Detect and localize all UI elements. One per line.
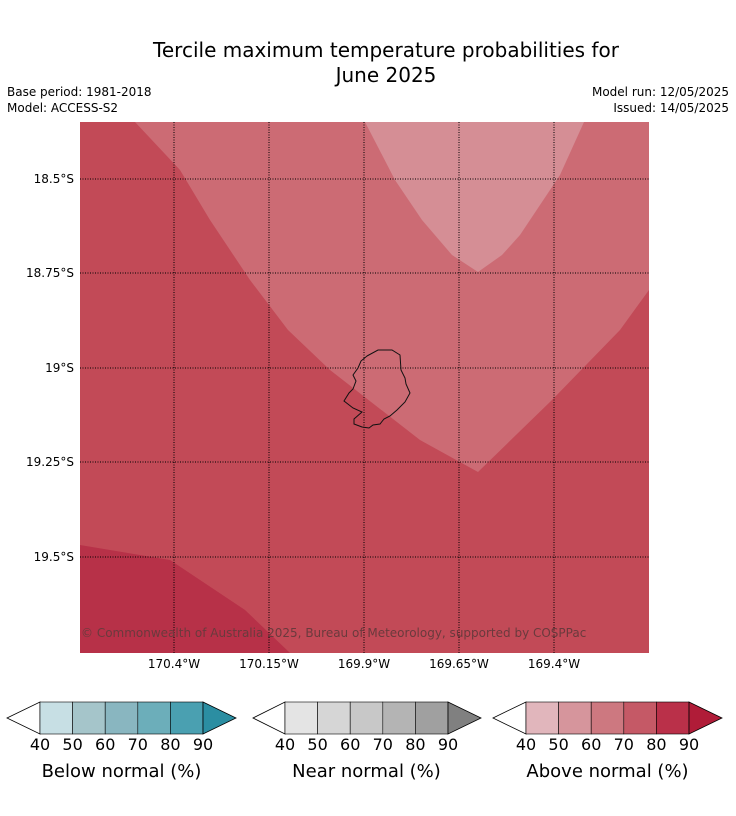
below-normal-color-cell	[170, 701, 204, 735]
above-normal-tick-label: 40	[515, 735, 537, 754]
near-normal-color-cell	[382, 701, 416, 735]
above-normal-color-cell	[590, 701, 625, 735]
near-normal-tick-label: 70	[372, 735, 393, 754]
above-normal-upper-extension	[688, 701, 723, 735]
map-area	[80, 122, 649, 653]
lon-label-170-4: 170.4°W	[147, 657, 201, 671]
above-normal-tick-label: 60	[581, 735, 602, 754]
metadata-right: Model run: 12/05/2025 Issued: 14/05/2025	[592, 84, 729, 116]
below-normal-color-cell	[72, 701, 106, 735]
below-normal-tick-label: 90	[192, 735, 214, 754]
below-normal-color-cell	[137, 701, 171, 735]
near-normal-label: Near normal (%)	[292, 761, 441, 782]
near-normal-tick-label: 60	[340, 735, 361, 754]
lon-label-169-4: 169.4°W	[527, 657, 581, 671]
gridlines	[80, 122, 649, 653]
base-period: Base period: 1981-2018	[7, 85, 152, 99]
near-normal-colorbar	[252, 701, 482, 735]
zone-above-80-90	[80, 545, 290, 653]
near-normal-tick-label: 90	[437, 735, 459, 754]
below-normal-color-cell	[39, 701, 73, 735]
above-normal-color-cell	[525, 701, 559, 735]
near-normal-tick-label: 40	[274, 735, 296, 754]
lat-label-19-5: 19.5°S	[33, 550, 74, 564]
above-normal-color-cell	[656, 701, 690, 735]
lon-label-169-9: 169.9°W	[337, 657, 391, 671]
below-normal-colorbar	[6, 701, 237, 735]
lon-label-169-65: 169.65°W	[429, 657, 489, 671]
above-normal-label: Above normal (%)	[526, 761, 689, 782]
above-normal-tick-label: 70	[613, 735, 634, 754]
zone-above-50-60	[365, 122, 584, 272]
copyright-notice: © Commonwealth of Australia 2025, Bureau…	[81, 626, 587, 640]
lat-label-18-5: 18.5°S	[33, 172, 74, 186]
near-normal-color-cell	[415, 701, 449, 735]
lat-label-18-75: 18.75°S	[26, 266, 74, 280]
above-normal-tick-label: 80	[646, 735, 667, 754]
near-normal-tick-label: 50	[307, 735, 328, 754]
probability-map	[80, 122, 649, 653]
above-normal-tick-label: 50	[548, 735, 569, 754]
title-line-1: Tercile maximum temperature probabilitie…	[153, 38, 619, 62]
lon-label-170-15: 170.15°W	[239, 657, 299, 671]
above-normal-color-cell	[623, 701, 657, 735]
below-normal-tick-label: 50	[62, 735, 83, 754]
chart-title: Tercile maximum temperature probabilitie…	[0, 38, 736, 88]
model-run: Model run: 12/05/2025	[591, 85, 729, 99]
island-outline	[343, 349, 411, 429]
model-name: Model: ACCESS-S2	[7, 101, 119, 115]
below-normal-color-cell	[104, 701, 139, 735]
lat-label-19: 19°S	[45, 361, 74, 375]
near-normal-tick-label: 80	[405, 735, 426, 754]
above-normal-color-cell	[558, 701, 592, 735]
title-line-2: June 2025	[335, 63, 437, 87]
below-normal-tick-label: 80	[160, 735, 181, 754]
below-normal-tick-label: 40	[29, 735, 51, 754]
metadata-left: Base period: 1981-2018 Model: ACCESS-S2	[7, 84, 152, 116]
below-normal-tick-label: 70	[127, 735, 148, 754]
above-normal-tick-label: 90	[678, 735, 700, 754]
lat-label-19-25: 19.25°S	[26, 455, 74, 469]
below-normal-label: Below normal (%)	[41, 761, 202, 782]
above-normal-lower-extension	[492, 701, 527, 735]
near-normal-upper-extension	[447, 701, 482, 735]
issued-date: Issued: 14/05/2025	[613, 101, 729, 115]
below-normal-upper-extension	[202, 701, 237, 735]
above-normal-colorbar	[492, 701, 723, 735]
below-normal-tick-label: 60	[95, 735, 116, 754]
